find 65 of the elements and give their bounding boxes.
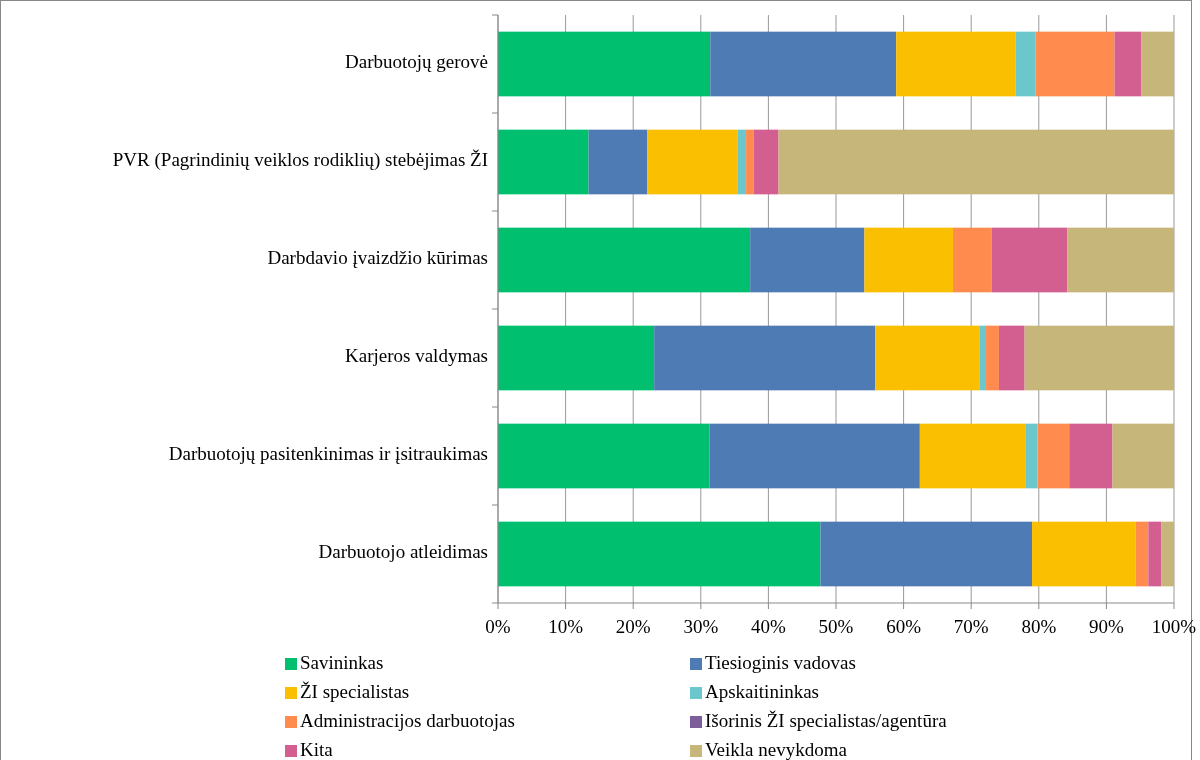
bar — [1025, 423, 1038, 489]
bar — [1114, 31, 1142, 97]
bar — [709, 423, 920, 489]
bar — [746, 129, 754, 195]
legend-label: Savininkas — [300, 652, 384, 674]
bar — [654, 325, 876, 391]
x-tick-label: 70% — [953, 616, 989, 637]
bar — [750, 227, 865, 293]
bar — [1015, 31, 1036, 97]
legend-label: Tiesioginis vadovas — [705, 652, 856, 674]
bar — [1032, 521, 1136, 587]
x-tick-label: 40% — [750, 616, 786, 637]
bar — [1141, 31, 1174, 97]
x-tick-label: 50% — [818, 616, 854, 637]
bar — [1135, 521, 1149, 587]
legend-label: Veikla nevykdoma — [705, 739, 848, 760]
y-tick-label: Darbdavio įvaizdžio kūrimas — [267, 247, 488, 269]
bar — [588, 129, 648, 195]
x-tick-label: 100% — [1151, 616, 1197, 637]
x-tick-label: 20% — [615, 616, 651, 637]
x-tick-label: 80% — [1021, 616, 1057, 637]
bar — [1148, 521, 1162, 587]
y-tick-label: Karjeros valdymas — [345, 345, 488, 367]
legend-label: Kita — [300, 739, 334, 760]
bar — [1067, 227, 1174, 293]
x-tick-label: 0% — [485, 616, 511, 637]
y-tick-label: PVR (Pagrindinių veiklos rodiklių) stebėjimas ŽI — [112, 149, 488, 172]
bar — [647, 129, 738, 195]
bar — [875, 325, 980, 391]
y-tick-label: Darbuotojo atleidimas — [318, 541, 488, 563]
bar — [1069, 423, 1113, 489]
bar — [1112, 423, 1174, 489]
x-tick-label: 30% — [683, 616, 719, 637]
bar — [498, 325, 655, 391]
bar — [1035, 31, 1115, 97]
bar — [896, 31, 1016, 97]
bar — [1024, 325, 1174, 391]
x-tick-label: 90% — [1088, 616, 1124, 637]
y-tick-label: Darbuotojų pasitenkinimas ir įsitraukimas — [168, 443, 488, 465]
bar — [498, 521, 821, 587]
bar — [498, 129, 589, 195]
bar — [778, 129, 1174, 195]
bar — [498, 227, 751, 293]
bar — [820, 521, 1033, 587]
bar — [753, 129, 779, 195]
bar — [498, 31, 711, 97]
bar — [979, 325, 987, 391]
x-tick-label: 10% — [548, 616, 584, 637]
y-tick-label: Darbuotojų gerovė — [345, 51, 488, 73]
bar — [737, 129, 747, 195]
bar — [991, 227, 1068, 293]
bar — [952, 227, 992, 293]
legend-label: Išorinis ŽI specialistas/agentūra — [705, 710, 948, 732]
legend-label: Apskaitininkas — [705, 681, 819, 703]
bar — [1037, 423, 1070, 489]
bar — [498, 423, 710, 489]
bar — [998, 325, 1025, 391]
bar — [919, 423, 1026, 489]
bar — [710, 31, 897, 97]
legend-label: Administracijos darbuotojas — [300, 710, 515, 732]
x-tick-label: 60% — [886, 616, 922, 637]
legend-label: ŽI specialistas — [300, 681, 410, 703]
bar — [1161, 521, 1174, 587]
bar — [864, 227, 953, 293]
bar — [986, 325, 999, 391]
